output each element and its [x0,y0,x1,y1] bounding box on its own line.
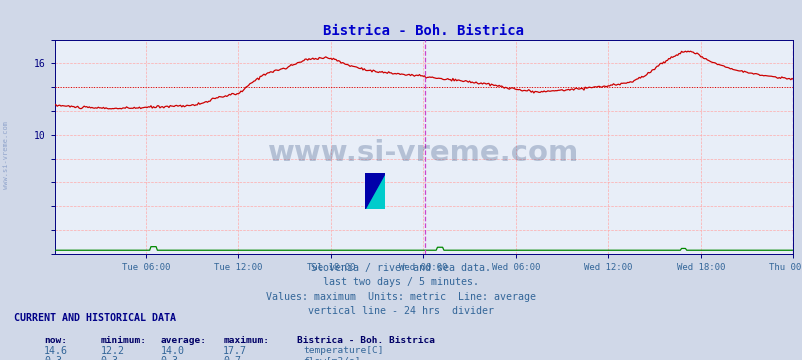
Text: CURRENT AND HISTORICAL DATA: CURRENT AND HISTORICAL DATA [14,313,176,323]
Text: 12.2: 12.2 [100,346,124,356]
Text: flow[m3/s]: flow[m3/s] [303,356,361,360]
Text: 0.3: 0.3 [44,356,62,360]
Text: 0.7: 0.7 [223,356,241,360]
Text: Slovenia / river and sea data.: Slovenia / river and sea data. [311,263,491,273]
Text: temperature[C]: temperature[C] [303,346,383,355]
Text: now:: now: [44,336,67,345]
Title: Bistrica - Boh. Bistrica: Bistrica - Boh. Bistrica [323,24,524,39]
Text: 17.7: 17.7 [223,346,247,356]
Text: minimum:: minimum: [100,336,146,345]
Text: 0.3: 0.3 [100,356,118,360]
Polygon shape [365,173,385,209]
Text: maximum:: maximum: [223,336,269,345]
Text: Values: maximum  Units: metric  Line: average: Values: maximum Units: metric Line: aver… [266,292,536,302]
Text: 14.6: 14.6 [44,346,68,356]
Text: www.si-vreme.com: www.si-vreme.com [2,121,9,189]
Text: 0.3: 0.3 [160,356,178,360]
Text: 14.0: 14.0 [160,346,184,356]
Text: vertical line - 24 hrs  divider: vertical line - 24 hrs divider [308,306,494,316]
Text: average:: average: [160,336,206,345]
Polygon shape [365,173,385,209]
Text: www.si-vreme.com: www.si-vreme.com [268,139,579,167]
Text: last two days / 5 minutes.: last two days / 5 minutes. [323,277,479,287]
Text: Bistrica - Boh. Bistrica: Bistrica - Boh. Bistrica [297,336,435,345]
